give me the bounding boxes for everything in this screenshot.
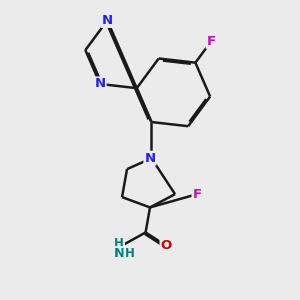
Text: N: N: [144, 152, 156, 165]
Text: N: N: [94, 77, 106, 91]
Text: F: F: [207, 35, 216, 48]
Text: N: N: [102, 14, 113, 27]
Text: H: H: [114, 237, 124, 250]
Text: N: N: [113, 247, 124, 260]
Text: F: F: [193, 188, 202, 201]
Text: O: O: [160, 239, 172, 252]
Text: H: H: [124, 247, 134, 260]
